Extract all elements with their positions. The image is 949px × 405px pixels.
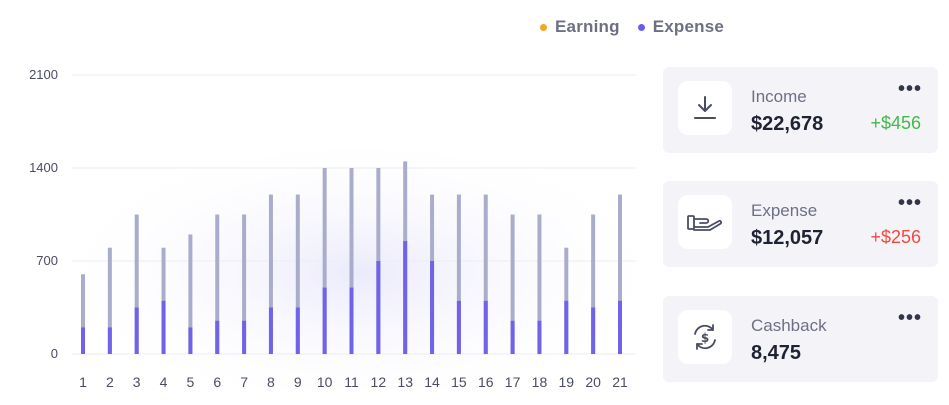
x-tick-label: 2 bbox=[106, 374, 114, 390]
bar-expense bbox=[564, 300, 569, 354]
legend-item-earning[interactable]: Earning bbox=[540, 17, 620, 37]
bar-expense bbox=[483, 300, 488, 354]
bar-earning bbox=[483, 194, 488, 354]
bar-expense bbox=[134, 307, 139, 354]
bar-expense bbox=[81, 327, 85, 354]
bar-expense bbox=[510, 320, 515, 354]
hand-giving-icon bbox=[687, 215, 722, 231]
bar-expense bbox=[215, 320, 220, 354]
bar-earning bbox=[107, 247, 112, 354]
bar-earning bbox=[268, 194, 273, 354]
y-tick-label: 2100 bbox=[29, 67, 58, 82]
x-tick-label: 16 bbox=[478, 374, 494, 390]
bar-expense bbox=[430, 261, 435, 354]
bar-expense bbox=[295, 307, 300, 354]
income-icon-box bbox=[678, 81, 732, 135]
x-tick-label: 12 bbox=[371, 374, 387, 390]
legend-label-earning: Earning bbox=[555, 17, 620, 36]
bar-expense bbox=[107, 327, 112, 354]
x-tick-label: 20 bbox=[585, 374, 601, 390]
expense-value: $12,057 bbox=[751, 227, 824, 249]
x-tick-label: 5 bbox=[187, 374, 195, 390]
bar-expense bbox=[188, 327, 193, 354]
expense-change: +$256 bbox=[870, 227, 921, 247]
x-tick-label: 19 bbox=[559, 374, 575, 390]
cashback-card: $ Cashback 8,475 ••• bbox=[663, 296, 938, 382]
chart-glow bbox=[70, 130, 650, 390]
svg-text:$: $ bbox=[701, 331, 709, 345]
bar-expense bbox=[537, 320, 542, 354]
x-tick-label: 17 bbox=[505, 374, 521, 390]
x-tick-label: 18 bbox=[532, 374, 548, 390]
expense-label: Expense bbox=[751, 201, 818, 220]
bar-earning bbox=[134, 214, 139, 354]
bar-earning bbox=[81, 274, 85, 354]
cashback-label: Cashback bbox=[751, 316, 827, 335]
expense-card: Expense $12,057 +$256 ••• bbox=[663, 181, 938, 267]
bar-earning bbox=[537, 214, 542, 354]
cashback-value: 8,475 bbox=[751, 342, 802, 364]
bar-expense bbox=[268, 307, 273, 354]
bar-expense bbox=[349, 287, 354, 354]
bar-earning bbox=[215, 214, 220, 354]
bar-expense bbox=[322, 287, 327, 354]
income-label: Income bbox=[751, 87, 807, 106]
x-tick-label: 11 bbox=[344, 374, 359, 390]
cashback-more-button[interactable]: ••• bbox=[897, 307, 922, 329]
bar-expense bbox=[591, 307, 596, 354]
x-tick-label: 21 bbox=[612, 374, 628, 390]
expense-more-button[interactable]: ••• bbox=[897, 192, 922, 214]
bar-earning bbox=[456, 194, 461, 354]
bar-expense bbox=[456, 300, 461, 354]
bar-expense bbox=[376, 261, 381, 354]
bar-expense bbox=[161, 300, 166, 354]
legend-item-expense[interactable]: Expense bbox=[637, 17, 725, 37]
income-change: +$456 bbox=[870, 113, 921, 133]
bar-earning bbox=[242, 214, 247, 354]
x-tick-label: 8 bbox=[267, 374, 275, 390]
bar-earning bbox=[322, 168, 327, 354]
legend-dot-earning bbox=[540, 23, 547, 31]
download-icon bbox=[694, 96, 716, 119]
bar-earning bbox=[349, 168, 354, 354]
bar-earning bbox=[618, 194, 622, 354]
x-tick-label: 15 bbox=[451, 374, 467, 390]
expense-icon-box bbox=[678, 195, 732, 249]
x-tick-label: 13 bbox=[397, 374, 413, 390]
x-tick-label: 9 bbox=[294, 374, 302, 390]
legend-dot-expense bbox=[637, 23, 645, 31]
income-card: Income $22,678 +$456 ••• bbox=[663, 67, 938, 153]
y-tick-label: 1400 bbox=[29, 160, 58, 175]
bar-earning bbox=[188, 234, 193, 354]
bar-expense bbox=[242, 320, 247, 354]
bar-earning bbox=[295, 194, 300, 354]
x-tick-label: 6 bbox=[213, 374, 221, 390]
x-tick-label: 14 bbox=[424, 374, 440, 390]
x-tick-label: 4 bbox=[160, 374, 168, 390]
cashback-icon: $ bbox=[694, 324, 716, 350]
chart-legend: Earning Expense bbox=[540, 17, 724, 37]
x-tick-label: 7 bbox=[240, 374, 248, 390]
bar-expense bbox=[403, 241, 408, 354]
income-more-button[interactable]: ••• bbox=[897, 78, 922, 100]
earning-expense-chart: Earning Expense 2100 1400 700 0 1 2 3 4 5 6 7 8 9 10 1… bbox=[29, 17, 724, 390]
bar-expense bbox=[618, 300, 622, 354]
y-tick-label: 0 bbox=[51, 346, 58, 361]
cashback-icon-box: $ bbox=[678, 310, 732, 364]
y-tick-label: 700 bbox=[36, 253, 58, 268]
legend-label-expense: Expense bbox=[652, 17, 725, 36]
x-tick-label: 3 bbox=[133, 374, 141, 390]
bar-earning bbox=[510, 214, 515, 354]
x-tick-label: 1 bbox=[79, 374, 87, 390]
x-tick-label: 10 bbox=[317, 374, 333, 390]
bar-earning bbox=[591, 214, 596, 354]
income-value: $22,678 bbox=[751, 113, 824, 135]
